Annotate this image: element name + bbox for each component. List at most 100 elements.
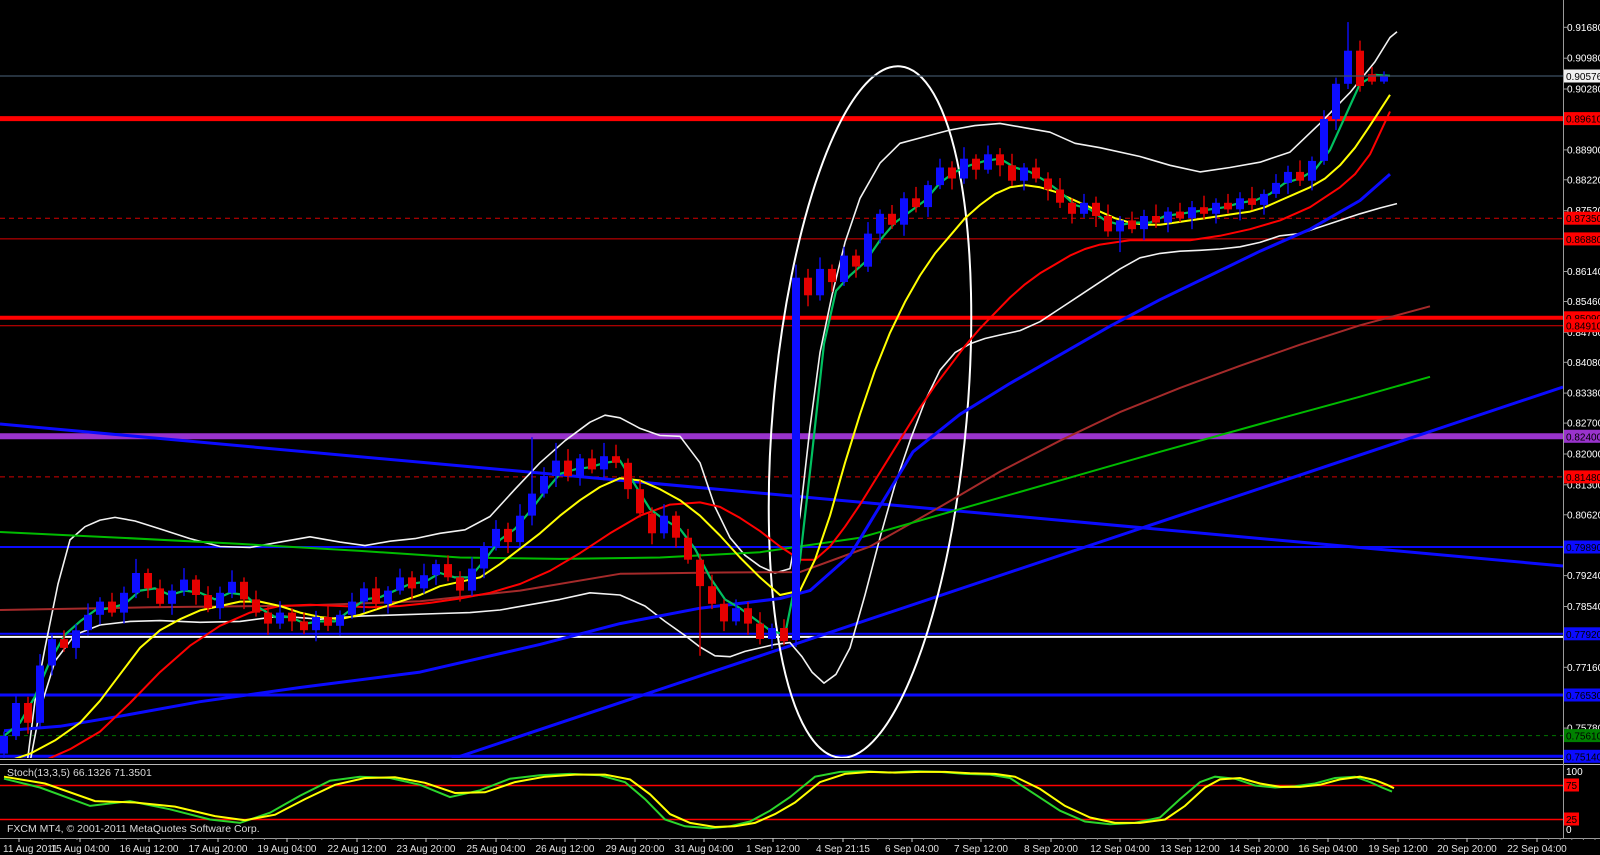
svg-text:0.87350: 0.87350 [1566,214,1600,225]
candle [396,568,404,595]
candle [732,599,740,626]
svg-text:25: 25 [1566,815,1578,826]
candle [828,264,836,292]
price-tick-label: 0.82700 [1567,419,1600,430]
candle [528,437,536,526]
price-level-badge: 0.87350 [1564,211,1600,225]
price-tick-label: 0.78540 [1567,602,1600,613]
candle [228,570,236,599]
candle [96,597,104,625]
candle [936,158,944,190]
candle [804,268,812,307]
candle [324,605,332,632]
price-tick-label: 0.85460 [1567,297,1600,308]
stoch-level-badge: 75 [1564,778,1579,792]
candle [192,575,200,605]
candle [984,145,992,174]
candle [852,249,860,278]
candle [492,520,500,551]
candle [876,209,884,244]
candle [240,577,248,610]
candle [960,147,968,184]
candle [0,731,8,758]
candle [1224,193,1232,214]
candle [840,246,848,286]
price-level-badge: 0.81480 [1564,470,1600,484]
candle [276,601,284,629]
candle [1320,110,1328,165]
candle [84,603,92,636]
pane-separator[interactable] [0,759,1600,760]
price-level-badge: 0.79890 [1564,540,1600,554]
candle [36,654,44,729]
price-level-badge: 0.90576 [1564,69,1600,83]
candle [300,612,308,635]
candle [1044,172,1052,201]
trendline-ascending[interactable] [451,385,1563,759]
candle [744,602,752,635]
time-axis-label: 31 Aug 04:00 [675,844,734,855]
candle [576,454,584,486]
trendline-descending[interactable] [0,422,1563,568]
svg-text:0.90576: 0.90576 [1566,72,1600,83]
ellipse-annotation[interactable] [743,58,997,766]
candle [1116,216,1124,253]
time-axis-label: 12 Sep 04:00 [1090,844,1150,855]
candle [1188,201,1196,230]
candle [756,612,764,645]
candle [516,504,524,548]
candle [432,559,440,585]
candle [1236,192,1244,221]
time-axis-label: 20 Sep 20:00 [1437,844,1497,855]
ma-red-line [47,111,1391,758]
price-level-badge: 0.77920 [1564,627,1600,641]
stoch-scale-label: 100 [1566,767,1583,778]
candle [1356,40,1364,92]
candle [360,582,368,613]
price-tick-label: 0.80620 [1567,510,1600,521]
candle [948,161,956,190]
price-level-badge: 0.75610 [1564,729,1600,743]
pane-separator[interactable] [0,764,1600,765]
candle [1104,204,1112,237]
candle [384,586,392,614]
candle [1284,165,1292,194]
time-axis-label: 15 Aug 04:00 [51,844,110,855]
candle [1344,22,1352,89]
candle [12,694,20,740]
candle [420,563,428,594]
svg-text:0.84910: 0.84910 [1566,322,1600,333]
time-axis-label: 19 Aug 04:00 [258,844,317,855]
time-axis-label: 19 Sep 12:00 [1368,844,1428,855]
candle [624,458,632,499]
time-axis-label: 11 Aug 2011 [3,844,58,855]
candle [588,449,596,474]
candle [108,592,116,617]
candle [264,606,272,635]
price-level-badge: 0.82400 [1564,429,1600,443]
price-tick-label: 0.79240 [1567,571,1600,582]
candle [336,610,344,636]
candle [636,480,644,518]
time-axis-label: 8 Sep 20:00 [1024,844,1078,855]
candle [60,630,68,652]
candle [1296,160,1304,186]
svg-text:0.79890: 0.79890 [1566,543,1600,554]
candle [1140,209,1148,241]
stoch-level-badge: 25 [1564,812,1579,826]
candle [972,154,980,180]
bollinger-upper-line [26,31,1398,758]
candle [780,619,788,646]
svg-text:0.77920: 0.77920 [1566,630,1600,641]
price-tick-label: 0.84760 [1567,328,1600,339]
time-axis-label: 1 Sep 12:00 [746,844,800,855]
price-level-badge: 0.84910 [1564,319,1600,333]
candle [1380,71,1388,84]
price-tick-label: 0.82000 [1567,450,1600,461]
price-tick-label: 0.88220 [1567,175,1600,186]
time-axis-label: 16 Sep 04:00 [1298,844,1358,855]
svg-text:0.75140: 0.75140 [1566,752,1600,763]
stoch-d-line [3,770,1395,829]
